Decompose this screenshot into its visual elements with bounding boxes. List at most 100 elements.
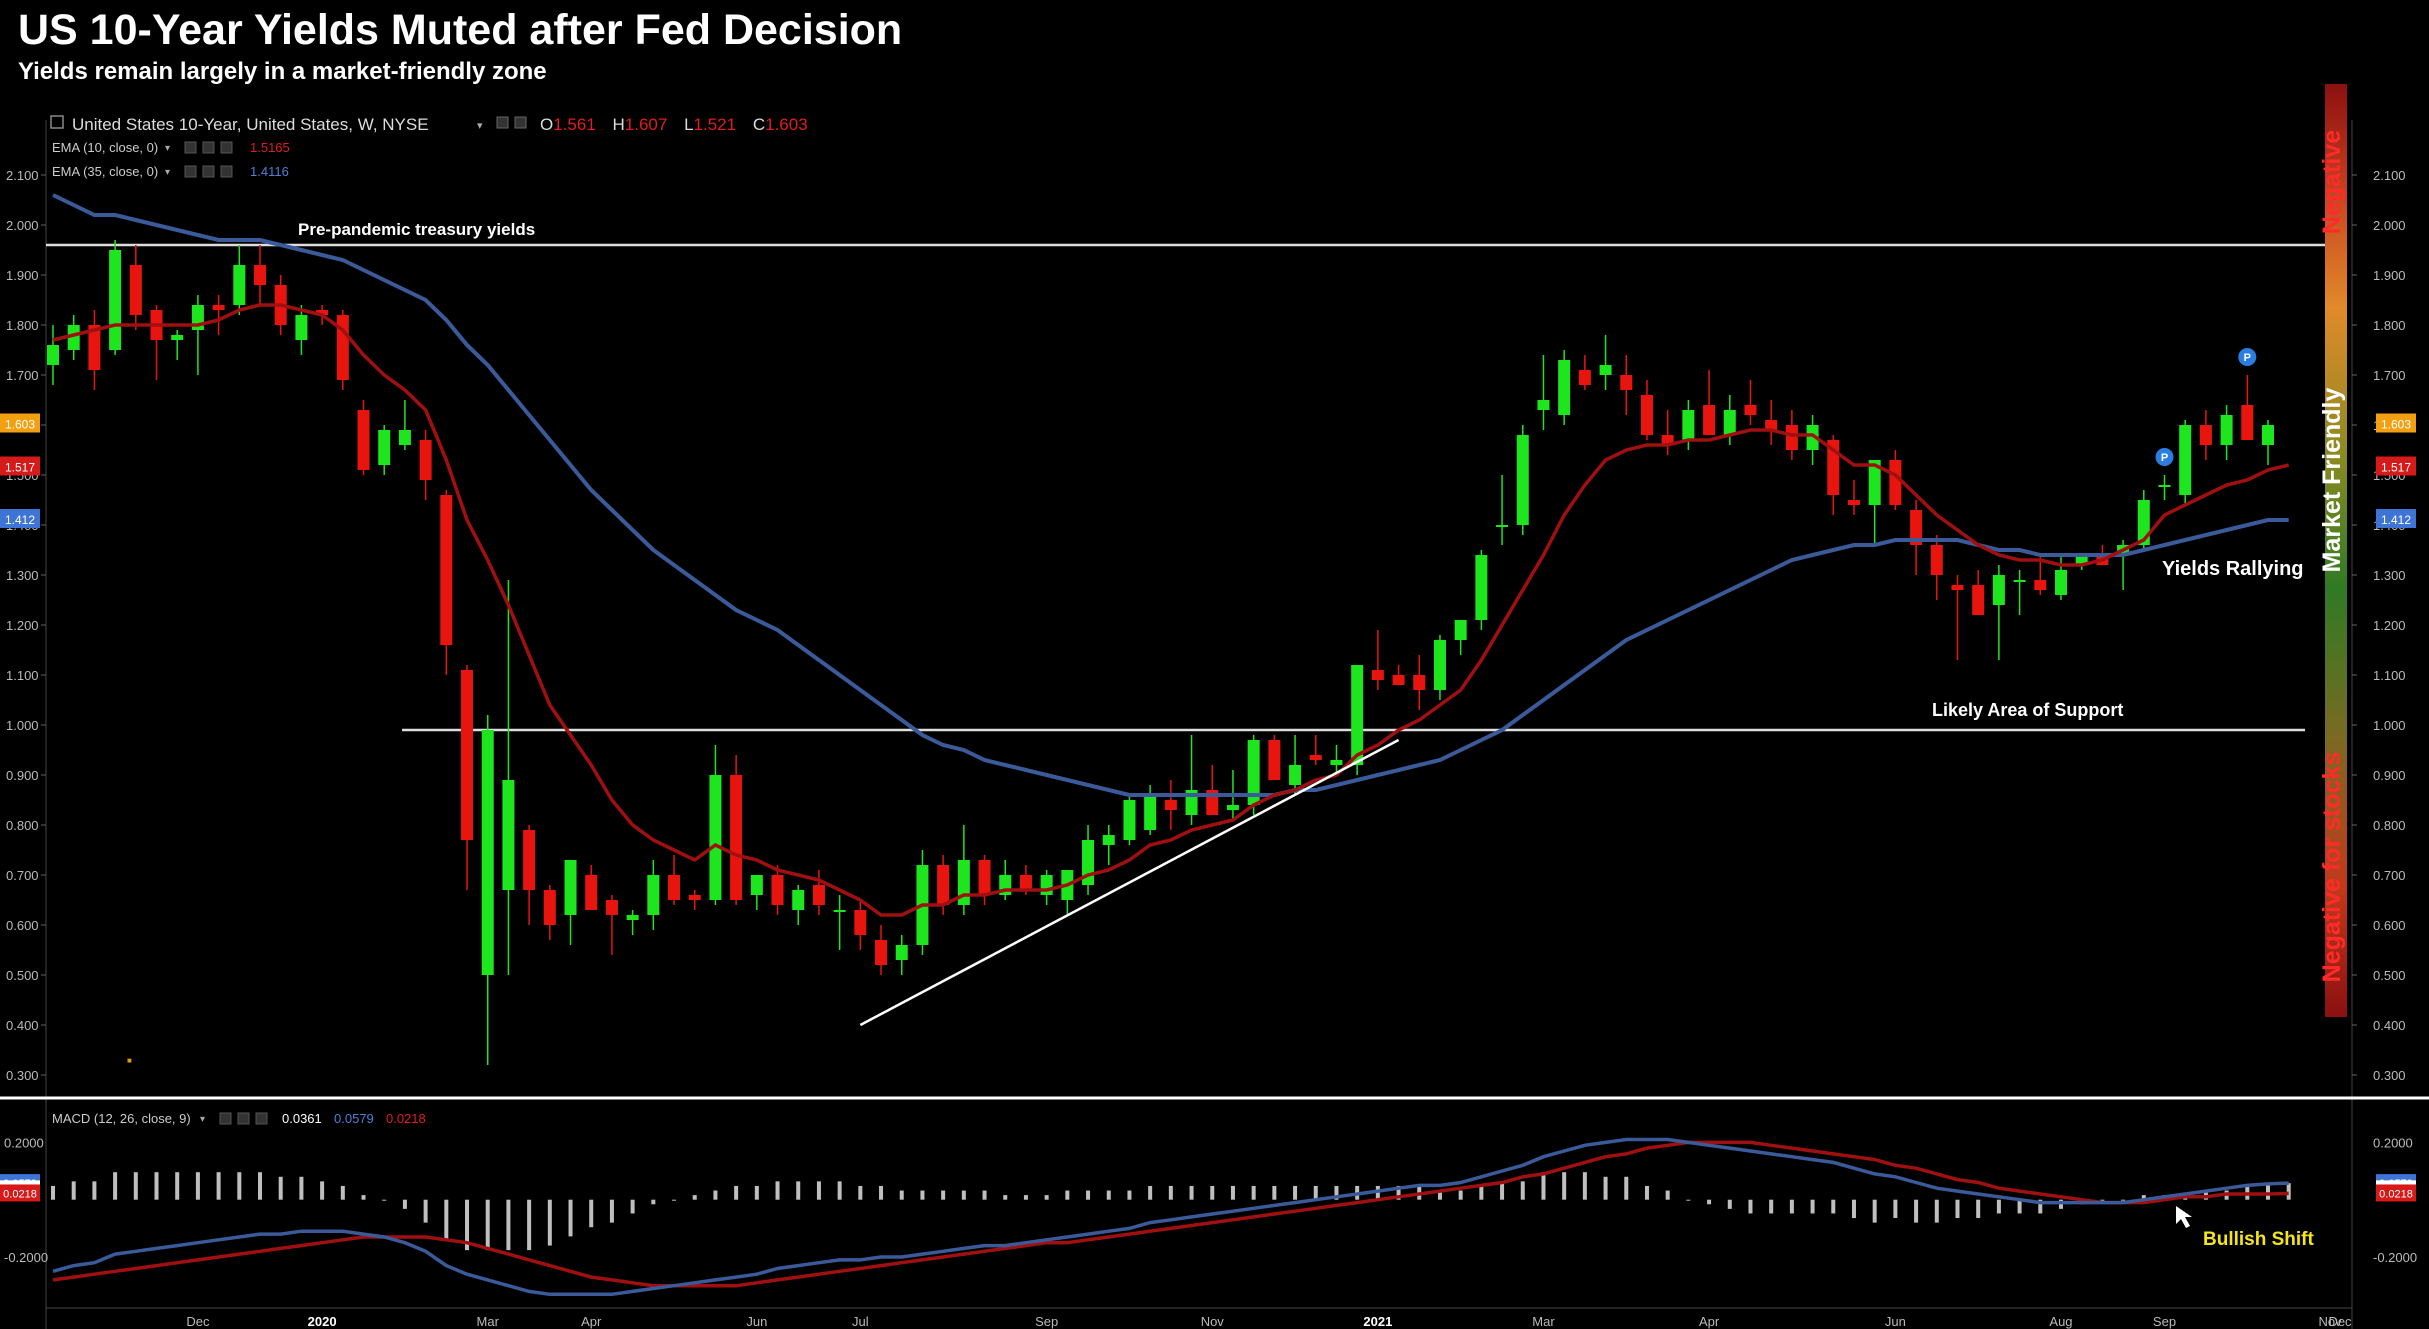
price-tag-text: 1.517 (5, 461, 35, 475)
candle-body (254, 265, 267, 285)
ema35-dropdown-icon[interactable]: ▾ (165, 167, 170, 178)
macd-tag-left (0, 1184, 40, 1202)
candle-body (668, 875, 681, 900)
ema35-close-icon[interactable] (220, 165, 233, 178)
candle-body (1972, 585, 1985, 615)
candle-body (171, 335, 184, 340)
candle-body (792, 890, 805, 910)
macd-hist-bar (1148, 1185, 1153, 1200)
bullish-shift-annotation: Bullish Shift (2176, 1206, 2315, 1250)
macd-main-line (52, 1137, 2289, 1297)
macd-hist-bar (1396, 1185, 1401, 1200)
settings-icon[interactable] (496, 116, 509, 129)
x-tick-label: Mar (1532, 1314, 1555, 1329)
y-tick-label-right: 0.300 (2373, 1068, 2406, 1083)
dropdown-icon[interactable]: ▾ (477, 120, 483, 132)
candle-body (771, 875, 784, 905)
macd-hist-bar (485, 1199, 490, 1251)
macd-hist-bar (1210, 1185, 1215, 1200)
macd-hist-bar (1458, 1190, 1463, 1200)
candle-body (1806, 425, 1819, 450)
y-tick-label-right: 1.300 (2373, 568, 2406, 583)
macd-dropdown-icon[interactable]: ▾ (200, 1114, 205, 1125)
macd-hist-bar (1769, 1199, 1774, 1214)
price-tag-left (0, 456, 40, 476)
candle-body (1537, 400, 1550, 410)
close-icon[interactable] (514, 116, 527, 129)
x-tick-label: Dec (2328, 1314, 2352, 1329)
y-tick-label: 1.800 (6, 318, 39, 333)
ema10-dropdown-icon[interactable]: ▾ (165, 143, 170, 154)
price-tag-text: 1.603 (2381, 418, 2411, 432)
macd-hist-bar (92, 1181, 97, 1200)
candle-body (1868, 460, 1881, 505)
macd-legend-name[interactable]: MACD (12, 26, close, 9) (52, 1111, 191, 1126)
price-tag-left (0, 509, 40, 528)
macd-hist-bar (154, 1172, 159, 1200)
candle-body (2054, 570, 2067, 595)
ema35-settings-icon[interactable] (202, 165, 215, 178)
candles-group (47, 240, 2274, 1065)
y-tick-label-right: 1.900 (2373, 268, 2406, 283)
candle-body (212, 305, 225, 310)
candle-body (1910, 510, 1923, 545)
candle-body (336, 315, 349, 380)
candle-body (2220, 415, 2233, 445)
candle-body (1599, 365, 1612, 375)
ohlc-close: 1.603 (765, 115, 808, 134)
x-tick-label: Dec (186, 1314, 210, 1329)
macd-hist-bar (609, 1199, 614, 1223)
macd-hist-bar (589, 1199, 594, 1228)
macd-tag-right (2376, 1184, 2416, 1202)
candle-body (978, 860, 991, 895)
macd-hist-bar (1644, 1185, 1649, 1200)
macd-hist-bar (879, 1185, 884, 1200)
trendline (859, 738, 1400, 1027)
macd-hist-bar (1748, 1199, 1753, 1214)
macd-hist-bar (1727, 1199, 1732, 1209)
macd-hist-bar (527, 1199, 532, 1251)
candle-body (1392, 675, 1405, 685)
ohlc-low: 1.521 (694, 115, 737, 134)
macd-hist-bar (1230, 1185, 1235, 1200)
collapse-icon[interactable] (50, 115, 64, 129)
macd-hist-bar (816, 1181, 821, 1200)
macd-hist-bar (2141, 1195, 2146, 1200)
p-marker-label: P (2161, 452, 2168, 464)
candle-body (1144, 795, 1157, 830)
yields-rallying-label: Yields Rallying (2162, 558, 2304, 580)
macd-close-icon[interactable] (255, 1112, 268, 1125)
ema10-eye-icon[interactable] (184, 141, 197, 154)
candle-body (1765, 420, 1778, 430)
candle-body (605, 900, 618, 915)
macd-settings-icon[interactable] (237, 1112, 250, 1125)
candle-body (357, 410, 370, 470)
y-tick-label-right: 2.100 (2373, 168, 2406, 183)
ohlc-open-label: O (540, 115, 553, 134)
candle-body (854, 910, 867, 935)
candle-body (1226, 805, 1239, 810)
price-tag-right (2376, 413, 2416, 433)
y-tick-label-right: 0.700 (2373, 868, 2406, 883)
macd-hist-bar (754, 1185, 759, 1200)
p-marker-icon[interactable] (2238, 348, 2257, 366)
ema10-close-icon[interactable] (220, 141, 233, 154)
price-tag-text: 1.517 (2381, 461, 2411, 475)
candle-body (1330, 760, 1343, 765)
ema10-legend-name[interactable]: EMA (10, close, 0) (52, 140, 158, 155)
price-tag-right (2376, 509, 2416, 528)
ema10-legend-value: 1.5165 (250, 140, 290, 155)
macd-hist-bar (237, 1172, 242, 1200)
candle-body (750, 875, 763, 895)
instrument-label[interactable]: United States 10-Year, United States, W,… (72, 115, 429, 134)
macd-eye-icon[interactable] (219, 1112, 232, 1125)
stray-dot: ■ (127, 1056, 132, 1065)
y-tick-label-right: 1.800 (2373, 318, 2406, 333)
ema10-settings-icon[interactable] (202, 141, 215, 154)
p-marker-icon[interactable] (2155, 448, 2174, 466)
ema35-legend-name[interactable]: EMA (35, close, 0) (52, 164, 158, 179)
ema35-eye-icon[interactable] (184, 165, 197, 178)
macd-hist-bar (734, 1185, 739, 1200)
macd-hist-bar (1686, 1199, 1691, 1201)
macd-hist-bar (1541, 1172, 1546, 1200)
